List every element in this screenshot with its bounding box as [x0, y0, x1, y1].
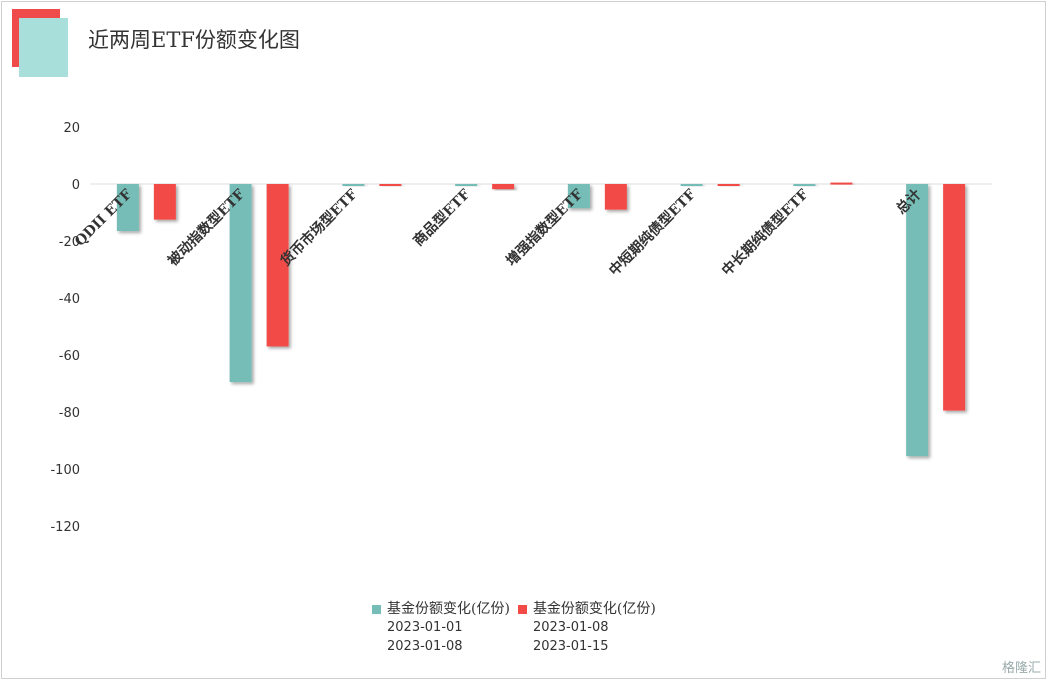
legend-date-end: 2023-01-15 — [532, 639, 609, 654]
y-tick-label: -80 — [59, 406, 80, 421]
y-tick-label: -20 — [59, 235, 80, 250]
bar — [680, 184, 703, 186]
legend-label: 基金份额变化(亿份) — [532, 601, 656, 617]
legend-label: 基金份额变化(亿份) — [387, 601, 510, 617]
bar — [455, 184, 478, 186]
legend-item-series-1[interactable]: 基金份额变化(亿份) 2023-01-01 2023-01-08 — [372, 600, 510, 656]
legend: 基金份额变化(亿份) 2023-01-01 2023-01-08 基金份额变化(… — [372, 600, 656, 656]
bar — [567, 184, 590, 209]
y-tick-label: -60 — [59, 349, 80, 364]
bar — [379, 184, 402, 186]
legend-item-series-2[interactable]: 基金份额变化(亿份) 2023-01-08 2023-01-15 — [517, 600, 656, 656]
y-tick-label: -40 — [59, 292, 80, 307]
bar — [717, 184, 740, 186]
legend-date-end: 2023-01-08 — [387, 639, 463, 654]
x-category-label: 货币市场型ETF — [277, 186, 361, 270]
bar — [906, 184, 929, 457]
y-tick-label: -120 — [50, 520, 80, 535]
y-tick-label: 20 — [63, 121, 80, 136]
watermark: 格隆汇 — [1001, 661, 1041, 676]
bar — [830, 182, 853, 185]
bar — [492, 184, 515, 190]
bar — [943, 184, 966, 411]
legend-swatch-series-2 — [517, 605, 527, 614]
legend-date-start: 2023-01-08 — [532, 620, 609, 635]
x-category-label: 中长期纯债型ETF — [718, 186, 811, 279]
legend-date-start: 2023-01-01 — [387, 620, 463, 635]
bar — [229, 184, 252, 383]
bar — [116, 184, 139, 232]
bar — [342, 184, 365, 186]
chart-title: 近两周ETF份额变化图 — [88, 28, 300, 52]
y-tick-label: -100 — [50, 463, 80, 478]
bar — [153, 184, 176, 220]
x-category-label: 增强指数型ETF — [503, 186, 587, 270]
bar — [604, 184, 627, 210]
bar — [793, 184, 816, 186]
bar — [266, 184, 289, 347]
legend-swatch-series-1 — [372, 605, 381, 614]
y-tick-label: 0 — [72, 178, 80, 193]
logo-teal-block — [19, 18, 68, 77]
x-category-label: 商品型ETF — [410, 186, 474, 250]
